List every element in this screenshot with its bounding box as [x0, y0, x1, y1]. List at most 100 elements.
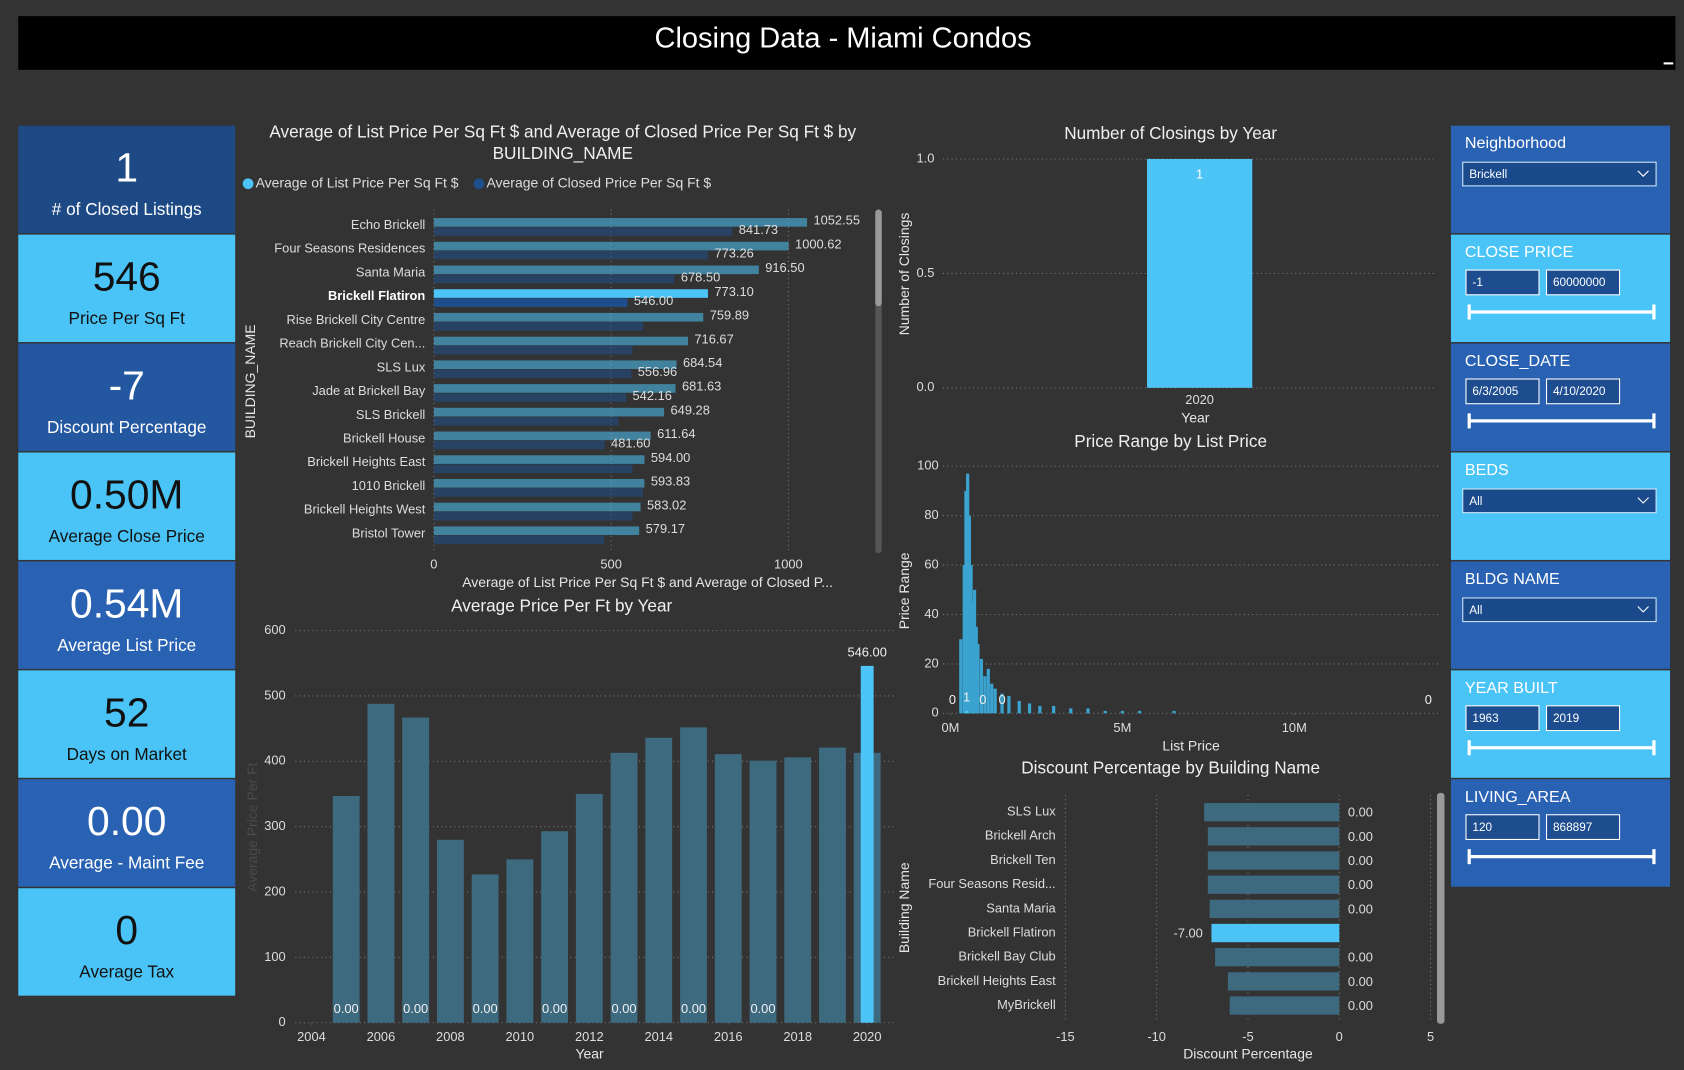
bar [433, 393, 627, 402]
chart-title: Price Range by List Price [1074, 431, 1267, 451]
y-axis-label: Average Price Per Ft [244, 762, 260, 891]
dropdown-value: Brickell [1469, 167, 1507, 181]
data-label: 583.02 [647, 497, 686, 512]
y-tick-label: 0 [279, 1014, 286, 1029]
slicer-title: CLOSE PRICE [1465, 243, 1574, 261]
bar [332, 795, 360, 1023]
data-label: 0.00 [1348, 974, 1373, 989]
data-label: 542.16 [633, 388, 672, 403]
bar [433, 464, 633, 474]
y-tick-label: 0.0 [916, 379, 934, 394]
data-label: 546.00 [634, 293, 673, 308]
bar [433, 322, 644, 331]
range-value: 4/10/2020 [1553, 384, 1606, 398]
data-label: 0 [998, 692, 1005, 707]
bar [967, 515, 971, 714]
bar [860, 665, 874, 1023]
y-tick-label: 0 [931, 705, 938, 720]
y-tick-label: 300 [264, 818, 285, 833]
x-axis-label: Average of List Price Per Sq Ft $ and Av… [462, 574, 833, 590]
category-label: Rise Brickell City Centre [287, 312, 426, 327]
category-label: Santa Maria [986, 900, 1056, 915]
bar [784, 757, 812, 1023]
category-label: Jade at Brickell Bay [312, 383, 426, 398]
scrollbar[interactable] [1436, 792, 1445, 1024]
bar [433, 360, 677, 370]
range-input[interactable] [1465, 378, 1540, 405]
x-tick-label: 2020 [1185, 392, 1214, 407]
data-label: 1 [1196, 167, 1203, 182]
data-label: -7.00 [1174, 926, 1203, 941]
bar [1172, 710, 1176, 714]
bar [433, 250, 709, 260]
scroll-thumb[interactable] [875, 209, 882, 307]
category-label: 1010 Brickell [352, 478, 426, 493]
range-input[interactable] [1545, 814, 1621, 840]
bar [1069, 708, 1073, 714]
data-label: 546.00 [847, 644, 886, 659]
data-label: 0.00 [1348, 998, 1373, 1013]
range-value: 1963 [1472, 711, 1499, 725]
bar [964, 490, 968, 714]
x-tick-label: 2010 [506, 1029, 535, 1044]
data-label: 0.00 [473, 1001, 498, 1016]
bar [433, 274, 675, 284]
bar [433, 241, 789, 251]
kpi-label: Average List Price [57, 635, 196, 655]
data-label: 0.00 [334, 1001, 359, 1016]
y-tick-label: 20 [924, 655, 938, 670]
dropdown[interactable] [1462, 597, 1657, 623]
kpi-value: 0.50M [70, 471, 183, 517]
range-input[interactable] [1545, 269, 1621, 296]
bar [749, 760, 777, 1023]
bar [433, 289, 708, 298]
dropdown[interactable] [1462, 488, 1657, 514]
kpi-card [18, 779, 236, 887]
dropdown[interactable] [1462, 161, 1657, 187]
bar [367, 703, 395, 1023]
bar [1229, 996, 1340, 1015]
bar [680, 727, 707, 1023]
x-tick-label: 1000 [774, 556, 803, 571]
y-tick-label: 400 [264, 753, 285, 768]
x-axis-label: Discount Percentage [1183, 1046, 1313, 1062]
range-input[interactable] [1465, 705, 1540, 732]
y-tick-label: 1.0 [916, 150, 934, 165]
data-label: 681.63 [682, 379, 721, 394]
bar [433, 488, 644, 497]
kpi-value: -7 [109, 362, 145, 408]
dropdown-value: All [1469, 494, 1482, 508]
range-input[interactable] [1465, 269, 1540, 296]
y-tick-label: 200 [264, 883, 285, 898]
y-tick-label: 40 [924, 606, 938, 621]
bar [433, 298, 628, 307]
bar [433, 336, 688, 346]
bar [1086, 708, 1090, 714]
x-axis-label: List Price [1162, 737, 1220, 753]
bar [993, 688, 997, 714]
legend-label: Average of List Price Per Sq Ft $ [256, 174, 459, 190]
data-label: 0.00 [612, 1001, 637, 1016]
bar [610, 752, 638, 1023]
data-label: 678.50 [681, 269, 720, 284]
category-label: Brickell Bay Club [958, 949, 1055, 964]
range-input[interactable] [1545, 705, 1621, 732]
kpi-value: 0 [115, 907, 138, 953]
bar [433, 526, 640, 536]
bar [1007, 696, 1011, 714]
category-label: MyBrickell [997, 997, 1056, 1012]
slicer-title: CLOSE_DATE [1465, 352, 1571, 370]
bar [990, 683, 994, 714]
y-axis-label: BUILDING_NAME [242, 324, 258, 438]
data-label: 916.50 [765, 260, 804, 275]
kpi-label: Days on Market [67, 744, 187, 764]
range-input[interactable] [1465, 814, 1540, 840]
bar [402, 717, 430, 1023]
data-label: 649.28 [671, 402, 710, 417]
bar [645, 737, 673, 1023]
range-input[interactable] [1545, 378, 1621, 405]
data-label: 773.26 [714, 246, 753, 261]
bar [433, 218, 808, 227]
